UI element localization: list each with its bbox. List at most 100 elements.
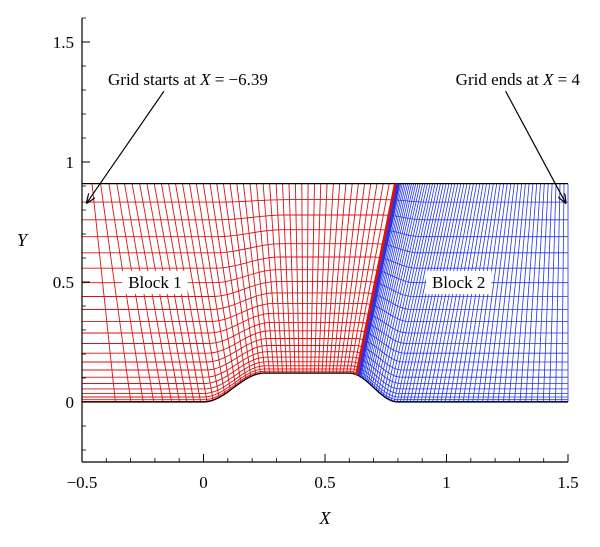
block1-hline xyxy=(82,370,358,401)
block2-hline xyxy=(357,370,568,398)
block1-vline xyxy=(306,183,309,374)
grid-end-arrow xyxy=(505,90,566,203)
x-tick-label: 1 xyxy=(442,473,451,492)
block2-hline xyxy=(366,323,568,344)
x-tick-label: 0 xyxy=(199,473,208,492)
block2-vline xyxy=(378,183,426,393)
block1-hline xyxy=(82,199,393,203)
y-axis-title: Y xyxy=(17,230,29,250)
y-tick-label: 0.5 xyxy=(53,273,74,292)
block1-hline xyxy=(82,356,361,384)
block2-hline xyxy=(360,352,568,378)
grid-end-annotation: Grid ends at X = 4 xyxy=(456,70,581,89)
block1-hline xyxy=(82,256,381,269)
block2-hline xyxy=(383,243,568,254)
block1-hline xyxy=(82,351,362,378)
block2-hline xyxy=(356,372,568,401)
block2-vline xyxy=(360,183,405,378)
block2-hline xyxy=(370,304,568,323)
block2-vline xyxy=(555,183,561,403)
block1-vline xyxy=(91,183,116,403)
block1-hline xyxy=(82,214,390,221)
block1-hline xyxy=(82,365,359,394)
block1-vline xyxy=(189,183,226,395)
block1-vline xyxy=(216,183,247,380)
block2-vline xyxy=(361,183,407,378)
block2-vline xyxy=(375,183,423,391)
block1-hline xyxy=(82,229,387,238)
grid-start-annotation: Grid starts at X = −6.39 xyxy=(108,70,268,89)
block1-vline xyxy=(262,183,279,374)
block2-hline xyxy=(392,199,568,203)
block2-vline xyxy=(385,183,433,398)
interface-blue xyxy=(358,183,400,376)
block1-vline xyxy=(202,183,237,387)
block1-vline xyxy=(222,183,252,377)
block1-hline xyxy=(82,321,368,344)
block1-vline xyxy=(182,183,220,398)
block1-label-bg xyxy=(122,271,188,294)
block2-vline xyxy=(367,183,414,383)
x-axis-title: X xyxy=(319,508,332,528)
block1-vline xyxy=(209,183,242,383)
block1-hline xyxy=(82,302,371,323)
bottom-wall-block1 xyxy=(82,372,357,403)
block2-hline xyxy=(362,346,568,371)
block1-vline xyxy=(195,183,231,391)
block2-vline xyxy=(366,183,412,382)
block1-hline xyxy=(82,361,360,390)
block1-vline xyxy=(310,183,315,374)
block1-vline xyxy=(249,183,271,374)
block1-vline xyxy=(332,183,353,374)
block2-label: Block 2 xyxy=(432,273,485,292)
block1-hline xyxy=(82,330,366,354)
block2-vline xyxy=(537,183,549,403)
block2-vline xyxy=(380,183,428,395)
block2-vline xyxy=(373,183,421,389)
block1-hline xyxy=(82,281,376,297)
bottom-wall-block2 xyxy=(356,374,568,403)
axes: −0.5 0 0.5 1 1.5 0 0.5 1 1.5 xyxy=(53,17,579,492)
block1-vline xyxy=(229,183,257,375)
interface-red xyxy=(355,183,397,376)
block2-vline xyxy=(497,183,523,403)
block1-hline xyxy=(82,312,369,334)
block1-hline xyxy=(82,243,384,254)
block1-hline xyxy=(82,345,363,371)
block1-vline xyxy=(275,183,288,374)
block2-vline xyxy=(519,183,538,403)
block2-hline xyxy=(368,313,568,334)
y-tick-label: 1 xyxy=(66,153,75,172)
block2-vline xyxy=(371,183,419,387)
block2-vline xyxy=(514,183,534,403)
block2-hline xyxy=(357,366,568,394)
block2-hline xyxy=(359,358,568,384)
grid-start-arrow xyxy=(87,90,165,203)
block2-hline xyxy=(363,339,568,363)
block2-vline xyxy=(508,183,530,403)
block2-hline xyxy=(388,214,568,221)
block2-hline xyxy=(358,362,568,390)
block1-vline xyxy=(294,183,300,374)
domain-boundaries xyxy=(82,183,568,403)
block1-hline xyxy=(82,292,374,310)
block2-hline xyxy=(372,293,568,310)
block1-hline xyxy=(82,338,364,363)
block2-vline xyxy=(363,183,408,379)
block2-hline xyxy=(365,331,568,354)
block1-vline xyxy=(256,183,275,374)
block1-label: Block 1 xyxy=(128,273,181,292)
block2-hline xyxy=(385,229,568,238)
block1-vline xyxy=(242,183,266,374)
block2-vline xyxy=(382,183,431,397)
block1-vline xyxy=(301,183,304,374)
block1-vline xyxy=(236,183,261,374)
block2-hline xyxy=(380,257,568,269)
block1-hline xyxy=(82,368,358,398)
annotation-arrows xyxy=(87,90,566,203)
block2-vline xyxy=(369,183,417,385)
y-tick-label: 0 xyxy=(66,393,75,412)
x-tick-label: 1.5 xyxy=(557,473,578,492)
block2-label-bg xyxy=(425,271,492,294)
